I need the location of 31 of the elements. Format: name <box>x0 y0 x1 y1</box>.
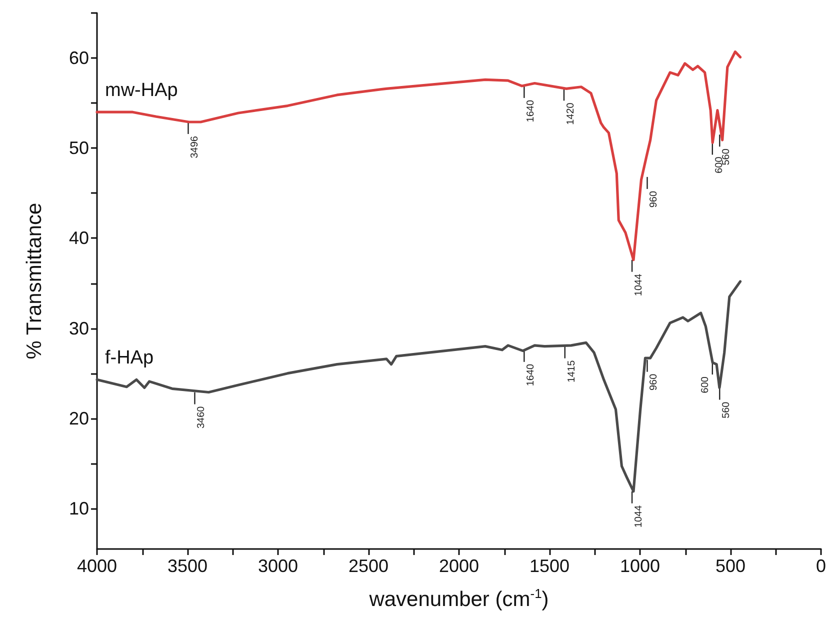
series-label: mw-HAp <box>105 80 178 102</box>
annotation: 1044 <box>634 273 645 296</box>
annotation: 960 <box>648 190 660 208</box>
annotation: 1640 <box>526 100 537 122</box>
x-tick-label: 3000 <box>258 556 298 576</box>
x-tick-label: 1500 <box>529 556 570 576</box>
y-tick-label: 60 <box>68 48 89 68</box>
series-label: f-HAp <box>105 348 154 369</box>
x-tick-label: 1000 <box>620 556 660 576</box>
annotation: 960 <box>648 373 660 391</box>
x-tick-label: 500 <box>715 556 746 576</box>
x-tick-label: 3500 <box>167 556 208 576</box>
x-tick-label: 0 <box>816 556 826 576</box>
annotation: 560 <box>721 401 732 418</box>
y-tick-label: 20 <box>68 408 89 428</box>
y-axis-title: % Transmittance <box>23 202 46 360</box>
line-series <box>96 50 742 262</box>
annotation: 600 <box>700 376 711 394</box>
y-tick-label: 40 <box>68 228 89 248</box>
y-tick-label: 50 <box>68 138 89 158</box>
x-tick-label: 2500 <box>348 556 389 576</box>
y-tick-label: 10 <box>68 498 89 518</box>
annotation: 3460 <box>196 406 208 429</box>
annotation: 1415 <box>566 360 578 383</box>
x-tick-label: 2000 <box>438 556 480 576</box>
annotation: 1044 <box>634 504 645 528</box>
y-tick-label: 30 <box>68 318 89 338</box>
x-tick-label: 4000 <box>76 556 118 576</box>
annotation: 3496 <box>190 136 201 158</box>
annotation: 1420 <box>565 102 576 125</box>
annotation: 1640 <box>526 363 537 386</box>
